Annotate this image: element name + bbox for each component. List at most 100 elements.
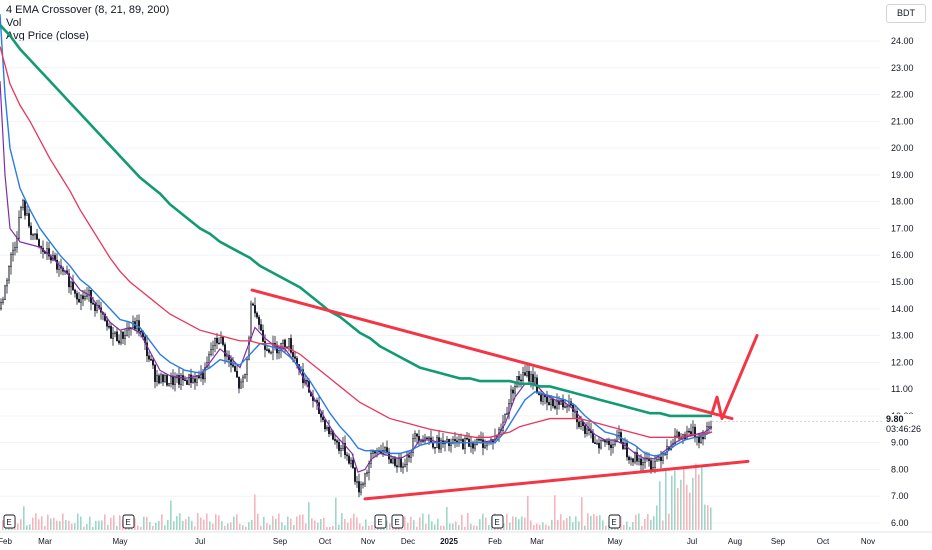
volume-bar — [323, 517, 325, 530]
volume-bar — [422, 513, 424, 530]
candle-body — [580, 421, 582, 427]
x-tick-label: Nov — [361, 537, 375, 546]
volume-bar — [467, 513, 469, 530]
volume-bar — [206, 513, 208, 530]
volume-bar — [641, 526, 643, 530]
candle-body — [648, 458, 650, 461]
candle-body — [122, 331, 124, 339]
trendline-upper — [250, 288, 734, 421]
candle-body — [6, 279, 8, 287]
earnings-marker-label: E — [494, 518, 499, 527]
legend-volume: Vol — [6, 17, 22, 29]
candle-body — [396, 465, 398, 468]
candle-body — [16, 237, 18, 248]
candle-body — [642, 462, 644, 466]
candle-body — [344, 443, 346, 456]
y-tick-label: 17.00 — [891, 223, 914, 233]
candle-body — [384, 447, 386, 451]
candle-body — [266, 349, 268, 351]
volume-bar — [269, 524, 271, 530]
candle-body — [306, 380, 308, 382]
candle-body — [234, 366, 236, 372]
candle-body — [366, 472, 368, 475]
volume-bar — [194, 526, 196, 530]
candle-body — [202, 372, 204, 380]
bar-countdown: 03:46:26 — [886, 424, 922, 434]
volume-bar — [287, 516, 289, 530]
candle-body — [330, 431, 332, 435]
earnings-marker — [491, 514, 504, 529]
y-tick-label: 15.00 — [891, 277, 914, 287]
y-tick-label: 16.00 — [891, 250, 914, 260]
volume-bar — [410, 516, 412, 530]
volume-bar — [455, 521, 457, 530]
volume-bar — [242, 525, 244, 530]
y-tick-label: 20.00 — [891, 143, 914, 153]
volume-bar — [596, 515, 598, 530]
volume-bar — [593, 514, 595, 530]
volume-bar — [419, 517, 421, 530]
candle-body — [166, 375, 168, 386]
y-tick-label: 18.00 — [891, 197, 914, 207]
volume-bar — [302, 514, 304, 530]
candle-body — [698, 436, 700, 443]
candle-body — [386, 447, 388, 453]
currency-button[interactable]: BDT — [886, 4, 926, 23]
volume-bar — [32, 517, 34, 530]
candle-body — [610, 444, 612, 449]
candle-body — [218, 342, 220, 345]
volume-bar — [533, 524, 535, 530]
candle-body — [38, 239, 40, 247]
candle-body — [290, 338, 292, 353]
volume-bar — [218, 515, 220, 530]
volume-bar — [314, 520, 316, 530]
volume-bar — [464, 526, 466, 530]
candle-body — [566, 405, 568, 408]
volume-bar — [191, 520, 193, 530]
candle-body — [340, 447, 342, 451]
volume-bar — [185, 519, 187, 530]
candle-body — [284, 339, 286, 348]
volume-bar — [677, 488, 679, 530]
volume-bar — [89, 516, 91, 530]
volume-bar — [137, 525, 139, 530]
ema-line-ema200 — [0, 24, 712, 418]
volume-bar — [629, 526, 631, 530]
candle-body — [164, 375, 166, 383]
volume-bar — [425, 523, 427, 530]
candle-body — [602, 439, 604, 442]
volume-bar — [41, 516, 43, 530]
volume-bar — [149, 521, 151, 530]
legend-ema-crossover: 4 EMA Crossover (8, 21, 89, 200) — [6, 4, 170, 16]
candle-body — [334, 439, 336, 441]
volume-bar — [59, 521, 61, 530]
volume-bar — [365, 519, 367, 530]
volume-bar — [347, 522, 349, 530]
candle-body — [138, 320, 140, 332]
y-tick-label: 21.00 — [891, 116, 914, 126]
y-tick-label: 11.00 — [891, 384, 913, 394]
volume-bar — [353, 513, 355, 530]
candle-body — [208, 354, 210, 364]
candle-body — [474, 444, 476, 449]
candle-body — [426, 437, 428, 440]
volume-bar — [407, 523, 409, 530]
candle-body — [466, 437, 468, 440]
volume-bar — [638, 513, 640, 530]
candle-body — [154, 364, 156, 382]
candle-body — [78, 298, 80, 303]
candle-body — [402, 466, 404, 468]
volume-bar — [71, 523, 73, 530]
volume-bar — [665, 470, 667, 530]
volume-bar — [443, 525, 445, 530]
candle-body — [268, 349, 270, 353]
candle-body — [390, 458, 392, 464]
volume-bar — [239, 523, 241, 530]
candle-body — [180, 375, 182, 385]
volume-bar — [221, 521, 223, 530]
candle-body — [222, 337, 224, 345]
volume-bar — [542, 522, 544, 530]
volume-bar — [512, 516, 514, 530]
ema-line-ema21 — [0, 14, 713, 457]
